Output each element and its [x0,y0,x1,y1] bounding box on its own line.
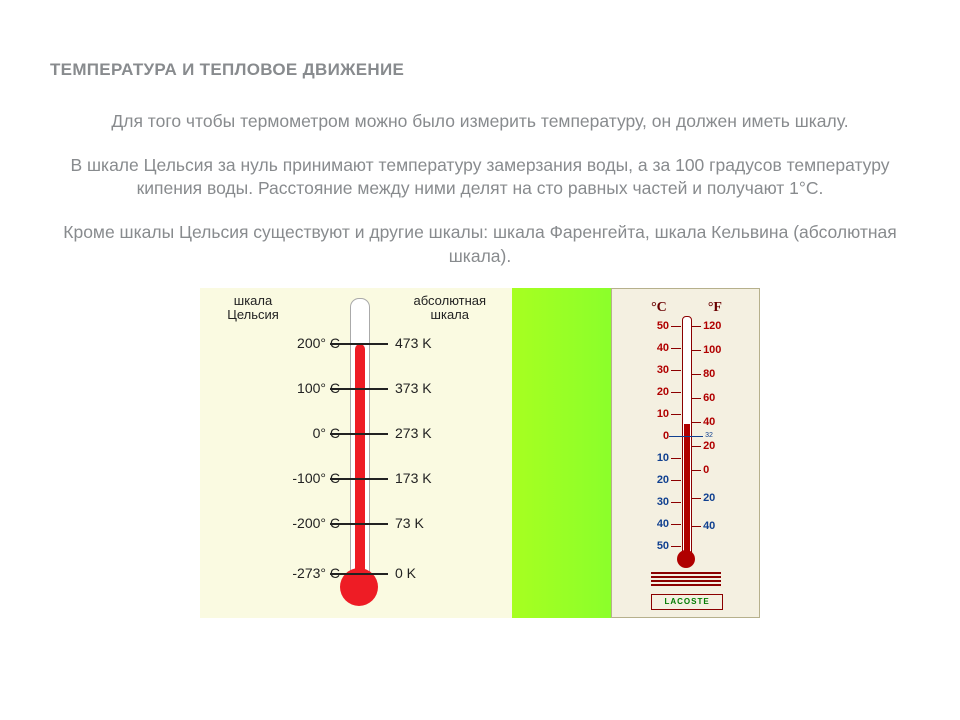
f-scale-value: 60 [703,392,715,404]
tick-line [330,573,388,575]
c-tick [671,370,681,371]
label-celsius-scale: шкала Цельсия [218,294,288,323]
c-tick [671,502,681,503]
label-kelvin-scale: абсолютная шкала [404,294,496,323]
c-tick [671,348,681,349]
header-celsius: °C [651,300,667,316]
thermometer-tube [350,298,370,580]
c-scale-value: 30 [657,364,669,376]
kelvin-value: 73 K [395,515,424,531]
paragraph-3: Кроме шкалы Цельсия существуют и другие … [50,221,910,268]
f-scale-value: 20 [703,492,715,504]
f-scale-value: 40 [703,520,715,532]
tick-line [330,343,388,345]
thermometer-fill [355,344,365,579]
slide: ТЕМПЕРАТУРА И ТЕПЛОВОЕ ДВИЖЕНИЕ Для того… [0,0,960,720]
paragraph-2: В шкале Цельсия за нуль принимают темпер… [50,154,910,201]
tick-line [330,478,388,480]
c-tick [671,524,681,525]
tick-line [330,523,388,525]
f-tick [691,398,701,399]
c-scale-value: 50 [657,540,669,552]
c-tick [671,414,681,415]
c-scale-value: 20 [657,386,669,398]
c-tick [671,546,681,547]
freeze-point-line [669,436,703,437]
c-scale-value: 10 [657,408,669,420]
kelvin-value: 173 K [395,470,432,486]
header-fahrenheit: °F [708,300,722,316]
f-tick [691,470,701,471]
c-tick [671,326,681,327]
kelvin-value: 373 K [395,380,432,396]
paragraph-1: Для того чтобы термометром можно было из… [50,110,910,134]
c-scale-value: 40 [657,518,669,530]
kelvin-value: 0 K [395,565,416,581]
kelvin-value: 273 K [395,425,432,441]
c-scale-value: 50 [657,320,669,332]
c-tick [671,392,681,393]
celsius-fahrenheit-thermometer: °C °F 504030201001020304050 120100806040… [611,288,760,618]
panel-gap [512,288,611,618]
c-scale-value: 20 [657,474,669,486]
f-scale-value: 40 [703,416,715,428]
decorative-stripes [651,572,721,586]
rt-bulb [677,550,695,568]
f-scale-value: 120 [703,320,721,332]
f-tick [691,350,701,351]
rt-fill [684,424,690,555]
tick-line [330,388,388,390]
f-tick [691,446,701,447]
f-tick [691,498,701,499]
f-scale-value: 80 [703,368,715,380]
f-scale-value: 0 [703,464,709,476]
brand-label: LACOSTE [651,594,723,610]
c-tick [671,458,681,459]
f-tick [691,422,701,423]
f-scale-value: 100 [703,344,721,356]
freeze-point-label: 32 [705,432,713,439]
c-scale-value: 30 [657,496,669,508]
kelvin-value: 473 K [395,335,432,351]
slide-title: ТЕМПЕРАТУРА И ТЕПЛОВОЕ ДВИЖЕНИЕ [50,60,910,80]
celsius-kelvin-diagram: шкала Цельсия абсолютная шкала 200° C473… [200,288,512,618]
tick-line [330,433,388,435]
f-tick [691,326,701,327]
c-scale-value: 40 [657,342,669,354]
f-scale-value: 20 [703,440,715,452]
f-tick [691,374,701,375]
c-tick [671,480,681,481]
f-tick [691,526,701,527]
figure-area: шкала Цельсия абсолютная шкала 200° C473… [200,288,760,618]
c-scale-value: 10 [657,452,669,464]
